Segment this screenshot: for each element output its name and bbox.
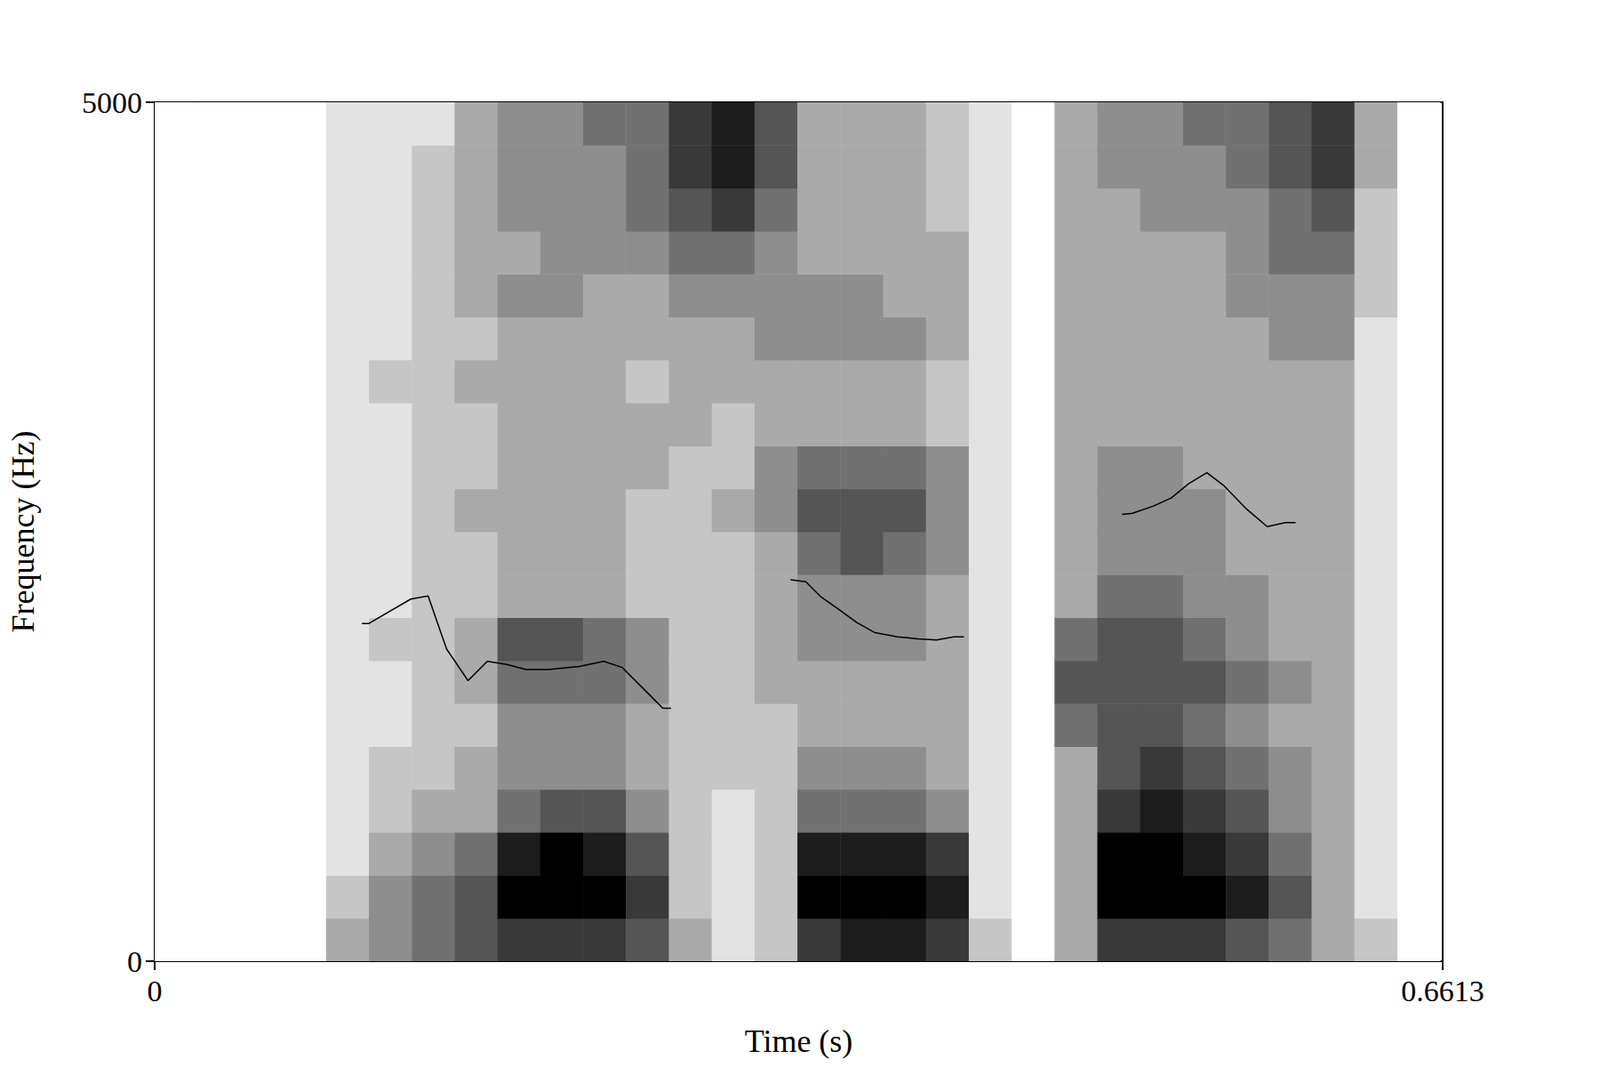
svg-text:Frequency (Hz): Frequency (Hz) <box>5 431 41 633</box>
svg-text:0: 0 <box>127 944 143 978</box>
svg-text:0: 0 <box>147 974 163 1008</box>
svg-text:Time (s): Time (s) <box>744 1023 854 1059</box>
svg-text:0.6613: 0.6613 <box>1400 974 1485 1008</box>
svg-text:5000: 5000 <box>81 86 143 120</box>
